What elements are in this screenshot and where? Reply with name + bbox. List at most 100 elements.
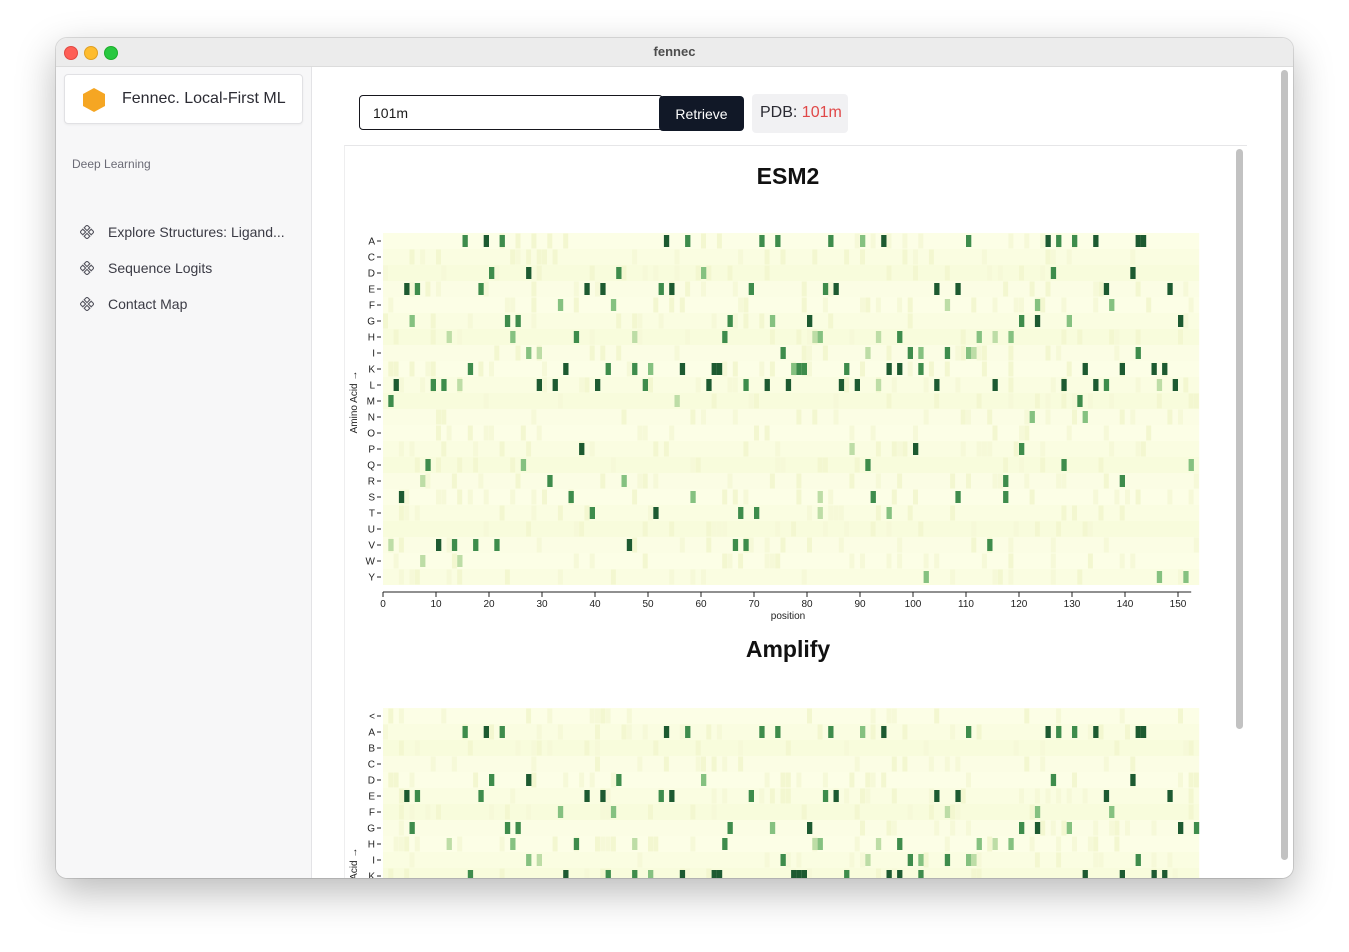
sidebar-item-contact-map[interactable]: Contact Map [76,293,296,317]
heatmap-cell [748,537,754,553]
heatmap-cell [817,491,823,503]
title-bar: fennec [56,38,1293,67]
heatmap-cell [738,297,744,313]
minimize-window-button[interactable] [84,46,98,60]
heatmap-cell [1135,281,1141,297]
heatmap-cell [589,553,595,569]
heatmap-cell [796,852,802,868]
brand-card[interactable]: Fennec. Local-First ML [64,74,303,124]
heatmap-cell [568,491,574,503]
pdb-search-input[interactable] [359,95,663,130]
heatmap-cell [1188,788,1194,804]
heatmap-cell [997,265,1003,281]
retrieve-button[interactable]: Retrieve [659,96,744,131]
heatmap-row: I [372,345,1200,361]
heatmap-cell [589,329,595,345]
heatmap-cell [653,836,659,852]
heatmap-cell [605,363,611,375]
heatmap-cell [1193,537,1199,553]
heatmap-cell [971,297,977,313]
heatmap-cell [398,537,404,553]
heatmap-cell [891,820,897,836]
heatmap-cell [732,409,738,425]
heatmap-cell [944,361,950,377]
heatmap-cell [860,249,865,265]
heatmap-cell [499,726,505,738]
sidebar-item-sequence-logits[interactable]: Sequence Logits [76,257,296,281]
heatmap-cell [1178,569,1183,585]
heatmap-row: U [368,521,1200,537]
heatmap-cell [388,297,394,313]
heatmap-cell [425,459,431,471]
heatmap-cell [796,772,802,788]
y-tick-label: G [367,824,375,835]
heatmap-cell [610,299,617,311]
heatmap-cell [981,441,987,457]
heatmap-cell [595,379,601,391]
heatmap-cell [738,249,744,265]
heatmap-cell [764,553,770,569]
heatmap-cell [727,553,733,569]
heatmap-cell [1098,281,1104,297]
heatmap-cell [494,345,500,361]
heatmap-cell [997,569,1003,585]
heatmap-cell [404,283,410,295]
heatmap-cell [860,361,865,377]
heatmap-cell [1003,457,1009,473]
heatmap-cell [653,297,659,313]
y-axis-label: Amino Acid → [349,848,360,878]
heatmap-cell [573,838,580,850]
heatmap-cell [1082,411,1088,423]
heatmap-cell [907,313,913,329]
heatmap-cell [780,249,786,265]
heatmap-cell [838,505,844,521]
chart-panel-scrollbar[interactable] [1236,149,1243,729]
x-tick-label: 10 [430,599,442,610]
heatmap-cell [944,806,951,818]
heatmap-cell [722,788,728,804]
heatmap-cell [1140,441,1146,457]
heatmap-cell [870,708,876,724]
y-tick-label: C [368,253,375,264]
heatmap-cell [706,521,712,537]
heatmap-cell [632,489,638,505]
heatmap-cell [743,313,749,329]
heatmap-cell [759,235,765,247]
heatmap-row: Q [367,457,1200,473]
heatmap-cell [743,489,749,505]
heatmap-cell [748,393,754,409]
main-scrollbar[interactable] [1281,70,1288,860]
x-tick-label: 120 [1011,599,1028,610]
sidebar-item-explore-structures[interactable]: Explore Structures: Ligand... [76,221,296,245]
heatmap-row: A [368,233,1200,249]
chart-panel[interactable]: ESM2 A C D E F G H I K L M N O P Q R S T U V W Y Amino Acid → 0 1… [344,145,1247,878]
heatmap-cell [605,708,611,724]
heatmap-cell [966,820,971,836]
heatmap-cell [1140,726,1147,738]
heatmap-cell [1167,409,1173,425]
close-window-button[interactable] [64,46,78,60]
heatmap-cell [632,870,638,878]
heatmap-cell [950,820,956,836]
heatmap-cell [1098,852,1104,868]
heatmap-cell [626,539,633,551]
heatmap-cell [1188,489,1194,505]
heatmap-row: L [369,377,1200,393]
heatmap-cell [398,804,404,820]
zoom-window-button[interactable] [104,46,118,60]
heatmap-cell [616,774,622,786]
heatmap-row: K [368,868,1200,878]
heatmap-cell [600,708,606,724]
heatmap-cell [976,852,982,868]
heatmap-cell [504,315,511,327]
heatmap-cell [769,822,776,834]
heatmap-cell [1034,852,1040,868]
heatmap-cell [897,473,903,489]
heatmap-cell [695,740,701,756]
heatmap-cell [822,790,829,802]
heatmap-cell [536,537,542,553]
heatmap-cell [971,537,977,553]
heatmap-cell [934,393,940,409]
heatmap-cell [1040,233,1046,249]
heatmap-cell [1093,820,1099,836]
